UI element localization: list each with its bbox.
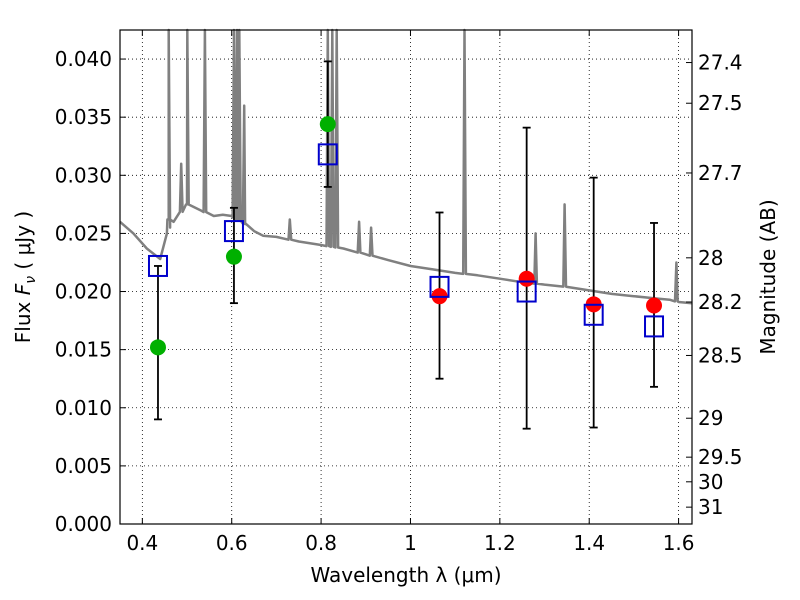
observed-flux-point	[646, 297, 663, 314]
y-tick-label: 0.005	[55, 454, 112, 478]
error-bars	[153, 60, 659, 430]
model-spectrum-line	[119, 28, 693, 305]
right-tick-label: 29	[698, 406, 723, 430]
right-tick-label: 30	[698, 470, 723, 494]
y-tick-label: 0.015	[55, 338, 112, 362]
y-axis-title-right: Magnitude (AB)	[756, 199, 780, 354]
data-points	[147, 116, 665, 356]
y-tick-label: 0.020	[55, 280, 112, 304]
y-tick-label: 0.035	[55, 105, 112, 129]
model-flux-square	[516, 280, 537, 303]
observed-flux-point	[518, 270, 535, 287]
observed-flux-point	[319, 116, 336, 133]
y-axis-title-unit: ( μJy )	[11, 211, 35, 276]
y-axis-title-left: Flux Fν ( μJy )	[11, 211, 39, 343]
model-flux-square	[317, 143, 338, 166]
x-tick-label: 1.2	[484, 531, 516, 555]
model-flux-square	[429, 275, 450, 298]
x-tick-label: 0.4	[126, 531, 158, 555]
right-tick-label: 27.5	[698, 91, 743, 115]
x-tick-label: 0.8	[305, 531, 337, 555]
y-tick-label: 0.000	[55, 512, 112, 536]
right-tick-label: 27.4	[698, 51, 743, 75]
x-tick-label: 1.6	[663, 531, 695, 555]
y-axis-title-subscript: ν	[23, 276, 39, 284]
right-tick-label: 27.7	[698, 161, 743, 185]
right-tick-label: 29.5	[698, 445, 743, 469]
observed-flux-point	[225, 248, 242, 265]
x-axis-title: Wavelength λ (μm)	[310, 563, 501, 587]
y-tick-label: 0.025	[55, 221, 112, 245]
model-flux-square	[147, 254, 168, 277]
y-tick-label: 0.010	[55, 396, 112, 420]
x-tick-label: 1.4	[573, 531, 605, 555]
x-tick-label: 1	[404, 531, 417, 555]
observed-flux-point	[149, 339, 166, 356]
model-flux-square	[583, 303, 604, 326]
y-tick-label: 0.030	[55, 163, 112, 187]
y-tick-label: 0.040	[55, 47, 112, 71]
y-axis-title-symbol: F	[11, 283, 35, 295]
model-flux-square	[223, 220, 244, 243]
right-tick-label: 28.5	[698, 343, 743, 367]
axes: 0.4 0.6 0.8 1 1.2 1.4 1.6 0.000 0.005 0.010 0.015 0…	[55, 30, 743, 555]
y-axis-title-flux: Flux	[11, 295, 35, 343]
right-tick-label: 28	[698, 246, 723, 270]
right-tick-label: 28.2	[698, 290, 743, 314]
model-flux-square	[644, 315, 665, 338]
model-spectrum	[119, 28, 693, 305]
x-tick-label: 0.6	[216, 531, 248, 555]
right-tick-label: 31	[698, 495, 723, 519]
plot-frame	[119, 29, 693, 525]
